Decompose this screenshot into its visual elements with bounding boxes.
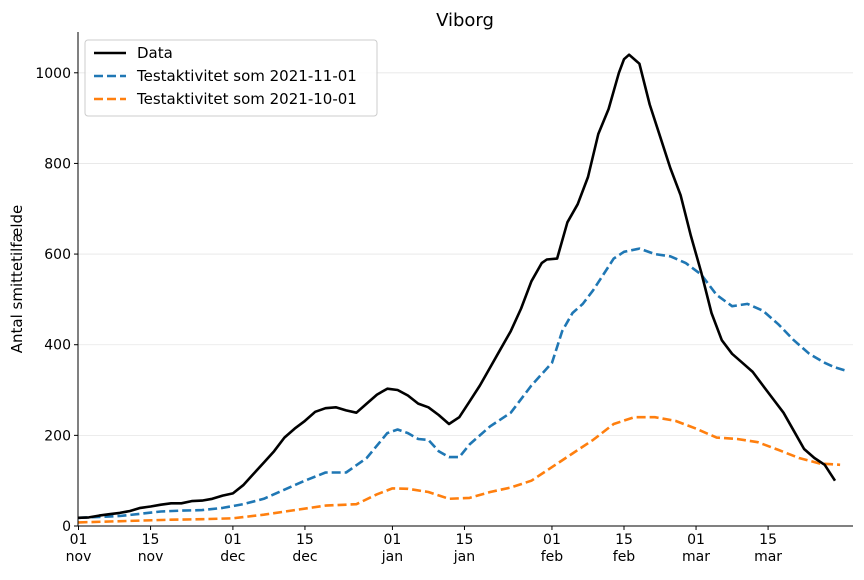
series-lines — [78, 53, 846, 524]
x-tick-month: dec — [220, 549, 245, 565]
x-tick-month: jan — [453, 549, 475, 565]
series-line-1 — [78, 247, 846, 520]
x-tick-day: 01 — [224, 532, 242, 548]
x-tick-month: mar — [682, 549, 710, 565]
y-tick-label: 200 — [44, 428, 71, 444]
legend-box — [84, 39, 378, 117]
y-tick-label: 1000 — [35, 66, 71, 82]
axes — [77, 32, 853, 527]
x-tick-month: jan — [381, 549, 403, 565]
y-axis-label: Antal smittetilfælde — [8, 205, 26, 354]
x-tick-day: 01 — [70, 532, 88, 548]
legend: Data Testaktivitet som 2021-11-01 Testakti… — [84, 39, 378, 117]
x-tick-month: nov — [66, 549, 92, 565]
y-tick-label: 800 — [44, 156, 71, 172]
x-tick-day: 15 — [296, 532, 314, 548]
x-tick-day: 01 — [543, 532, 561, 548]
x-tick-day: 15 — [615, 532, 633, 548]
series-line-0 — [78, 53, 837, 520]
gridlines — [78, 72, 853, 527]
y-tick-label: 0 — [62, 519, 71, 535]
x-tick-month: nov — [138, 549, 164, 565]
x-tick-day: 15 — [142, 532, 160, 548]
legend-label-2: Testaktivitet som 2021-10-01 — [136, 90, 357, 108]
x-tick-month: mar — [754, 549, 782, 565]
legend-label-0: Data — [137, 44, 173, 62]
x-tick-day: 15 — [759, 532, 777, 548]
series-line-2 — [78, 415, 841, 524]
x-tick-day: 01 — [384, 532, 402, 548]
y-tick-label: 600 — [44, 247, 71, 263]
x-tick-day: 01 — [687, 532, 705, 548]
legend-label-1: Testaktivitet som 2021-11-01 — [136, 67, 357, 85]
chart-title: Viborg — [436, 10, 494, 31]
x-tick-month: feb — [613, 549, 636, 565]
y-ticks: 0 200 400 600 800 1000 — [35, 66, 78, 535]
y-tick-label: 400 — [44, 338, 71, 354]
x-tick-month: dec — [292, 549, 317, 565]
x-ticks: 01nov15nov01dec15dec01jan15jan01feb15feb… — [66, 526, 782, 565]
x-tick-month: feb — [541, 549, 564, 565]
x-tick-day: 15 — [456, 532, 474, 548]
